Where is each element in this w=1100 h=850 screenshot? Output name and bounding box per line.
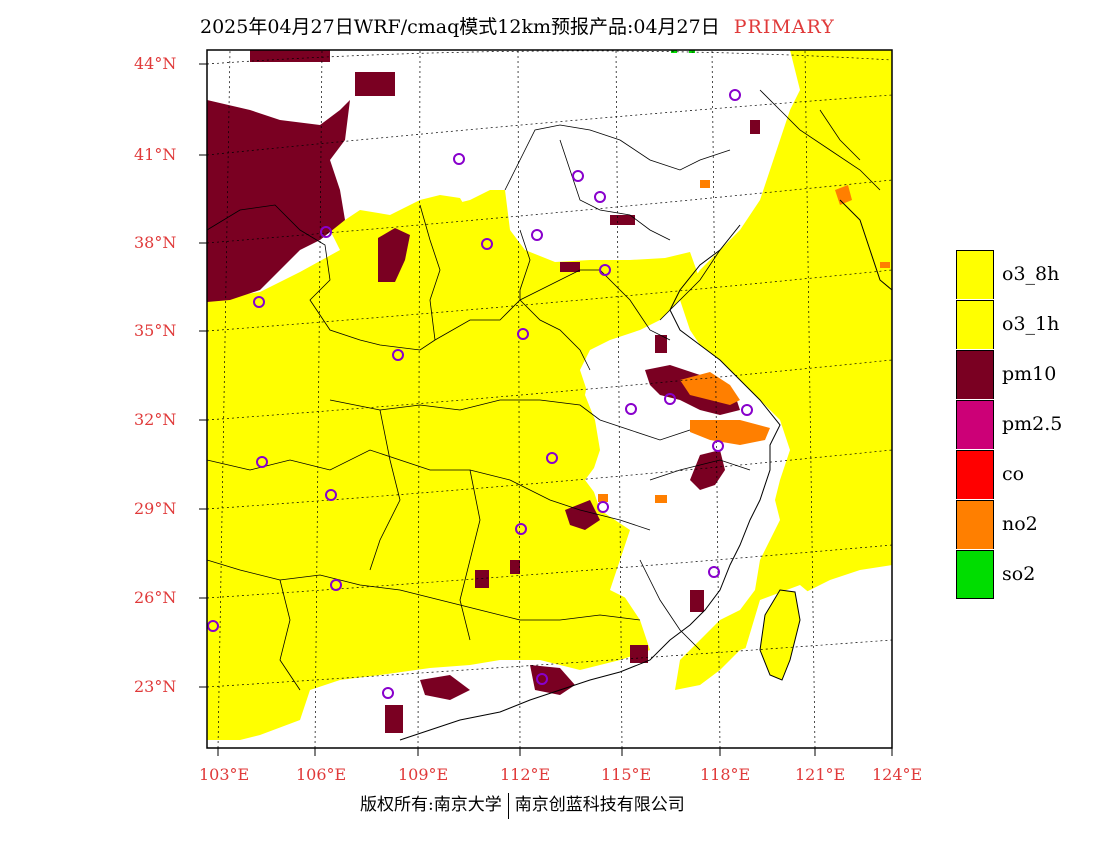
coastline: [399, 224, 781, 741]
pm10-area-northwest: [207, 100, 350, 302]
axis-ticks: [199, 63, 893, 756]
no2-area-east: [680, 372, 740, 405]
lon-label-121: 121°E: [795, 765, 846, 784]
legend-swatch-no2: [956, 499, 994, 549]
copyright-footer: 版权所有:南京大学 南京创蓝科技有限公司: [360, 790, 685, 819]
copyright-left: 版权所有:南京大学: [360, 795, 502, 815]
ozone-area-east: [675, 50, 892, 690]
lon-label-118: 118°E: [700, 765, 751, 784]
lon-label-115: 115°E: [601, 765, 652, 784]
legend: o3_8h o3_1h pm10 pm2.5 co no2 so2: [956, 249, 1062, 599]
graticule: [207, 50, 892, 748]
legend-swatch-pm10: [956, 349, 994, 399]
legend-label: no2: [1002, 513, 1038, 535]
legend-label: so2: [1002, 563, 1036, 585]
lon-label-112: 112°E: [500, 765, 551, 784]
legend-label: pm2.5: [1002, 413, 1063, 435]
map-frame: [206, 49, 893, 749]
legend-item: no2: [956, 499, 1062, 549]
legend-label: o3_8h: [1002, 263, 1060, 285]
footer-divider: [507, 792, 509, 819]
legend-label: pm10: [1002, 363, 1057, 385]
lat-label-35: 35°N: [134, 321, 177, 340]
legend-item: o3_1h: [956, 299, 1062, 349]
legend-item: so2: [956, 549, 1062, 599]
legend-swatch-o3-1h: [956, 299, 994, 349]
copyright-right: 南京创蓝科技有限公司: [514, 795, 685, 815]
legend-swatch-so2: [956, 549, 994, 599]
lat-label-26: 26°N: [134, 588, 177, 607]
taiwan-outline: [759, 589, 801, 681]
legend-label: co: [1002, 463, 1025, 485]
lat-label-23: 23°N: [134, 677, 177, 696]
lat-label-41: 41°N: [134, 145, 177, 164]
ozone-area-northwest: [330, 195, 480, 270]
lat-label-44: 44°N: [134, 54, 177, 73]
province-borders: [207, 89, 881, 691]
title-text: 2025年04月27日WRF/cmaq模式12km预报产品:04月27日: [200, 16, 720, 38]
ozone-area-west: [207, 190, 700, 740]
legend-item: pm2.5: [956, 399, 1062, 449]
station-markers: [207, 89, 753, 699]
lat-label-32: 32°N: [134, 410, 177, 429]
primary-tag: PRIMARY: [733, 16, 835, 38]
legend-label: o3_1h: [1002, 313, 1060, 335]
legend-item: co: [956, 449, 1062, 499]
legend-swatch-pm25: [956, 399, 994, 449]
lon-label-106: 106°E: [296, 765, 347, 784]
map-title: 2025年04月27日WRF/cmaq模式12km预报产品:04月27日 PRIM…: [200, 12, 835, 39]
lon-label-124: 124°E: [872, 765, 923, 784]
legend-item: o3_8h: [956, 249, 1062, 299]
legend-swatch-co: [956, 449, 994, 499]
lat-label-38: 38°N: [134, 233, 177, 252]
legend-item: pm10: [956, 349, 1062, 399]
map-content: [207, 50, 892, 748]
lon-label-109: 109°E: [398, 765, 449, 784]
legend-swatch-o3-8h: [956, 249, 994, 299]
lat-label-29: 29°N: [134, 499, 177, 518]
lon-label-103: 103°E: [199, 765, 250, 784]
